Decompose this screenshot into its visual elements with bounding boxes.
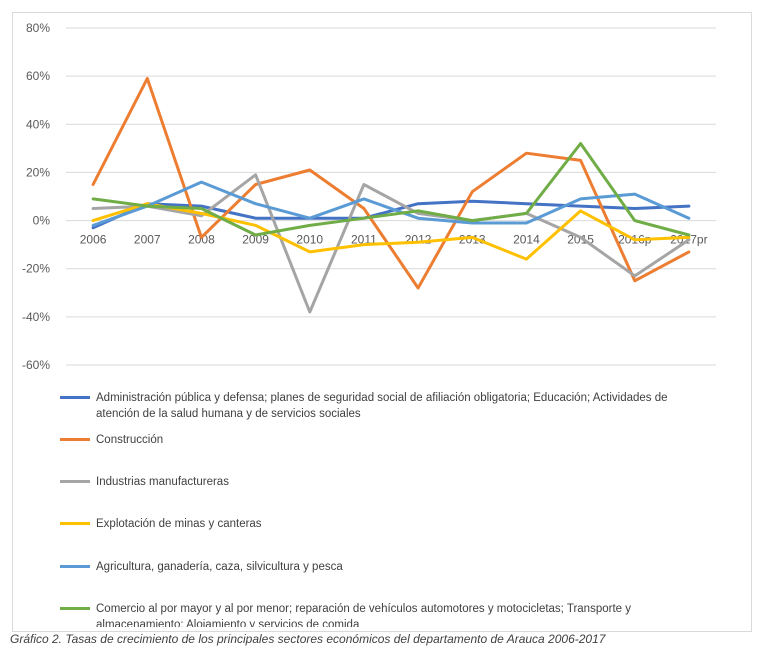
legend-item-comercio: Comercio al por mayor y al por menor; re… — [60, 601, 715, 627]
legend-label-agricultura: Agricultura, ganadería, caza, silvicultu… — [96, 561, 343, 573]
y-tick-label: 60% — [26, 69, 50, 83]
y-tick-label: 80% — [26, 21, 50, 35]
y-tick-label: -60% — [22, 358, 50, 372]
legend-swatch-construccion — [60, 438, 90, 441]
series-line-5 — [91, 142, 691, 237]
series-line-0 — [91, 199, 691, 230]
x-tick-label: 2007 — [134, 233, 161, 247]
y-tick-label: 0% — [33, 214, 51, 228]
series-line-1 — [91, 77, 691, 290]
y-axis-tick-labels: 80% 60% 40% 20% 0% -20% -40% -60% — [22, 21, 50, 372]
legend-swatch-agricultura — [60, 565, 90, 568]
y-tick-label: 40% — [26, 117, 50, 131]
series-line-4 — [91, 180, 691, 227]
legend-label-industrias: Industrias manufactureras — [96, 476, 229, 488]
x-tick-label: 2009 — [242, 233, 269, 247]
legend-swatch-comercio — [60, 607, 90, 610]
x-tick-label: 2010 — [296, 233, 323, 247]
x-tick-label: 2012 — [405, 233, 432, 247]
x-tick-label: 2006 — [80, 233, 107, 247]
series-line-3 — [91, 202, 691, 261]
legend-swatch-mineria — [60, 522, 90, 525]
legend-swatch-administracion — [60, 396, 90, 399]
x-tick-label: 2013 — [459, 233, 486, 247]
chart-frame — [12, 12, 752, 632]
series-line-2 — [91, 173, 691, 314]
legend-label-administracion: Administración pública y defensa; planes… — [96, 392, 668, 420]
y-tick-label: -20% — [22, 262, 50, 276]
x-tick-label: 2014 — [513, 233, 540, 247]
legend-label-comercio: Comercio al por mayor y al por menor; re… — [96, 603, 631, 627]
series-lines — [91, 77, 691, 314]
gridlines — [66, 27, 716, 366]
legend-label-mineria: Explotación de minas y canteras — [96, 518, 262, 530]
y-tick-label: 20% — [26, 165, 50, 179]
y-tick-label: -40% — [22, 310, 50, 324]
figure-caption: Gráfico 2. Tasas de crecimiento de los p… — [10, 632, 606, 646]
x-tick-label: 2008 — [188, 233, 215, 247]
legend-swatch-industrias — [60, 480, 90, 483]
legend-label-construccion: Construcción — [96, 434, 164, 446]
